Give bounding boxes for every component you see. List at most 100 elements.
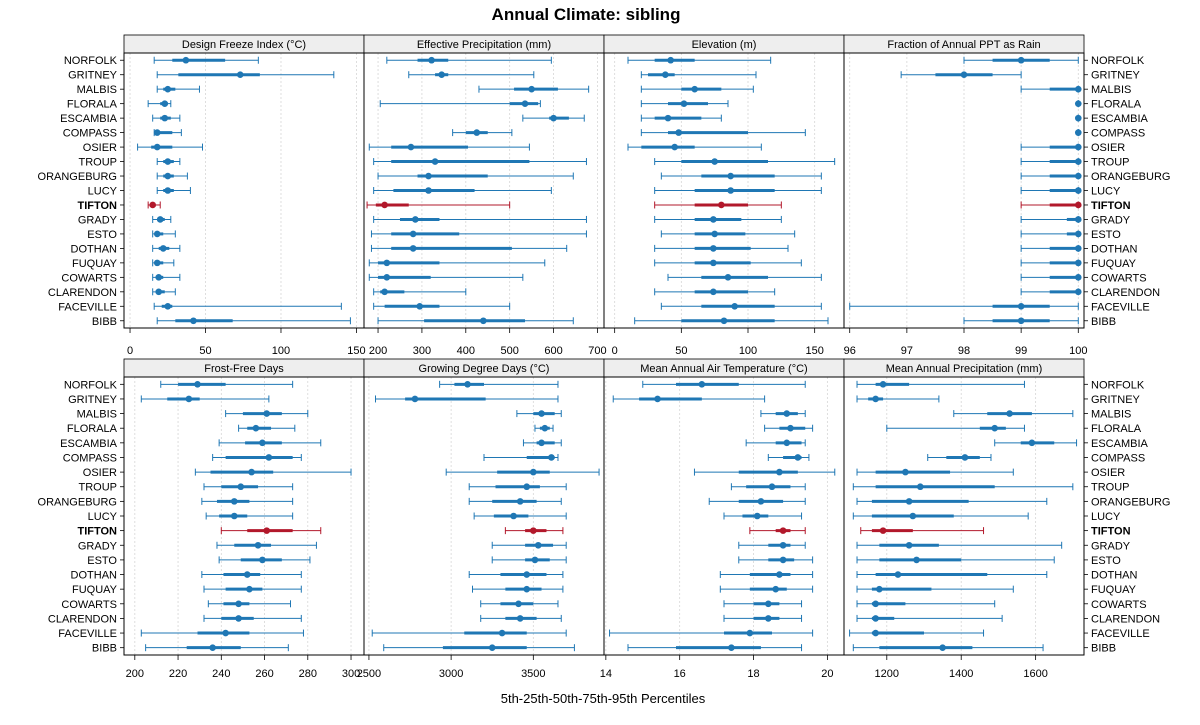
median-point bbox=[876, 585, 883, 593]
mark-norfolk bbox=[627, 56, 772, 64]
median-point bbox=[879, 381, 887, 388]
category-label-grady: GRADY bbox=[78, 540, 118, 552]
median-point bbox=[409, 230, 417, 238]
category-label-grady: GRADY bbox=[78, 214, 118, 226]
median-point bbox=[161, 100, 169, 107]
x-tick-label: 99 bbox=[1015, 345, 1027, 357]
median-point bbox=[1074, 288, 1082, 296]
mark-orangeburg bbox=[468, 497, 562, 505]
mark-clarendon bbox=[856, 614, 1003, 622]
mark-norfolk bbox=[386, 56, 552, 64]
mark-grady bbox=[856, 541, 1063, 549]
mark-gritney bbox=[640, 71, 757, 79]
category-label-bibb: BIBB bbox=[92, 316, 117, 328]
median-point bbox=[464, 381, 471, 388]
mark-faceville bbox=[849, 629, 985, 637]
x-tick-label: 100 bbox=[272, 345, 290, 357]
panel-design-freeze-index-c: Design Freeze Index (°C) 0 50 100 150 NORFOLK… bbox=[38, 34, 366, 357]
median-point bbox=[164, 158, 172, 165]
x-tick-label: 18 bbox=[747, 668, 759, 680]
mark-compass bbox=[640, 129, 806, 137]
category-label-malbis: MALBIS bbox=[77, 409, 117, 421]
median-point bbox=[428, 56, 435, 64]
median-point bbox=[194, 381, 201, 388]
x-tick-label: 3500 bbox=[521, 668, 545, 680]
mark-faceville bbox=[373, 302, 511, 310]
mark-compass bbox=[153, 129, 182, 137]
category-label-faceville: FACEVILLE bbox=[58, 628, 117, 640]
mark-malbis bbox=[156, 85, 200, 93]
median-point bbox=[153, 129, 161, 136]
x-tick-label: 150 bbox=[347, 345, 365, 357]
mark-norfolk bbox=[153, 56, 259, 64]
category-label-bibb: BIBB bbox=[92, 643, 117, 655]
median-point bbox=[710, 216, 717, 223]
median-point bbox=[548, 454, 555, 461]
median-point bbox=[872, 629, 879, 637]
mark-fuquay bbox=[654, 259, 802, 267]
median-point bbox=[153, 230, 161, 238]
mark-lucy bbox=[205, 512, 294, 520]
panel-title: Frost-Free Days bbox=[204, 363, 284, 375]
mark-lucy bbox=[723, 512, 803, 520]
mark-malbis bbox=[1020, 85, 1082, 93]
median-point bbox=[662, 71, 669, 79]
x-tick-label: 0 bbox=[127, 345, 133, 357]
mark-esto bbox=[491, 556, 567, 564]
x-tick-label: 1400 bbox=[949, 668, 973, 680]
mark-dothan bbox=[468, 571, 564, 579]
median-point bbox=[905, 498, 913, 505]
median-point bbox=[724, 274, 732, 281]
mark-esto bbox=[660, 230, 796, 238]
median-point bbox=[259, 556, 266, 564]
mark-dothan bbox=[654, 244, 789, 252]
x-tick-label: 50 bbox=[675, 345, 687, 357]
mark-bibb bbox=[377, 317, 574, 325]
median-point bbox=[872, 615, 879, 622]
median-point bbox=[425, 187, 432, 194]
median-point bbox=[498, 629, 506, 637]
mark-dothan bbox=[1020, 244, 1082, 252]
median-point bbox=[1074, 85, 1082, 93]
x-tick-label: 100 bbox=[739, 345, 757, 357]
median-point bbox=[787, 424, 794, 432]
median-point bbox=[1017, 302, 1025, 310]
category-label-osier: OSIER bbox=[1091, 467, 1125, 479]
x-tick-label: 400 bbox=[457, 345, 475, 357]
mark-lucy bbox=[654, 187, 822, 194]
median-point bbox=[872, 600, 879, 608]
category-label-clarendon: CLARENDON bbox=[48, 287, 117, 299]
median-point bbox=[381, 201, 388, 209]
median-point bbox=[541, 424, 549, 432]
category-label-escambia: ESCAMBIA bbox=[60, 438, 118, 450]
category-label-malbis: MALBIS bbox=[1091, 409, 1131, 421]
median-point bbox=[746, 629, 754, 637]
mark-orangeburg bbox=[856, 497, 1048, 505]
median-point bbox=[757, 498, 765, 505]
mark-escambia bbox=[152, 114, 181, 122]
median-point bbox=[209, 644, 216, 651]
category-label-bibb: BIBB bbox=[1091, 316, 1116, 328]
mark-faceville bbox=[609, 629, 814, 637]
mark-troup bbox=[654, 158, 836, 166]
mark-norfolk bbox=[439, 380, 559, 388]
median-point bbox=[991, 424, 998, 432]
category-label-lucy: LUCY bbox=[1091, 511, 1121, 523]
median-point bbox=[164, 172, 172, 180]
category-label-orangeburg: ORANGEBURG bbox=[1091, 171, 1170, 183]
mark-bibb bbox=[852, 644, 1044, 652]
category-label-compass: COMPASS bbox=[1091, 128, 1145, 140]
x-tick-label: 700 bbox=[588, 345, 606, 357]
category-label-faceville: FACEVILLE bbox=[1091, 301, 1150, 313]
mark-bibb bbox=[145, 644, 289, 652]
mark-florala bbox=[238, 424, 296, 432]
mark-clarendon bbox=[654, 288, 776, 296]
median-point bbox=[1006, 410, 1013, 417]
category-label-grady: GRADY bbox=[1091, 540, 1131, 552]
x-tick-label: 300 bbox=[342, 668, 360, 680]
median-point bbox=[711, 230, 718, 238]
mark-cowarts bbox=[723, 600, 803, 608]
mark-esto bbox=[218, 556, 311, 564]
median-point bbox=[185, 395, 193, 403]
mark-gritney bbox=[375, 395, 559, 403]
